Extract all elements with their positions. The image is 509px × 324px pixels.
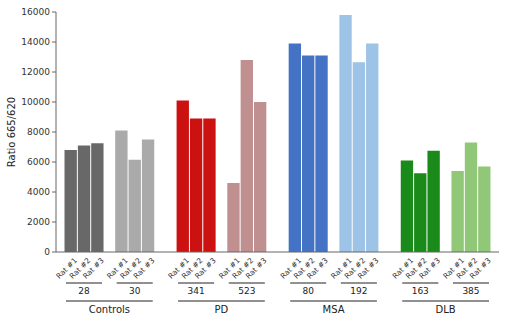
bar xyxy=(414,173,426,252)
group-label: 28 xyxy=(78,286,90,296)
y-tick xyxy=(52,12,56,13)
y-tick-label: 16000 xyxy=(21,7,50,17)
x-tick-label: Rat #3 xyxy=(132,256,157,281)
x-tick-label: Rat #3 xyxy=(468,256,493,281)
y-tick-label: 10000 xyxy=(21,97,50,107)
y-tick xyxy=(52,222,56,223)
category-bracket xyxy=(66,301,153,302)
group-bracket xyxy=(341,283,377,284)
group-bracket xyxy=(290,283,326,284)
category-bracket xyxy=(290,301,377,302)
bar xyxy=(227,183,239,252)
bar xyxy=(78,146,90,253)
bar xyxy=(115,131,127,253)
group-label: 341 xyxy=(188,286,205,296)
y-tick xyxy=(52,192,56,193)
x-tick-label: Rat #3 xyxy=(305,256,330,281)
bar xyxy=(302,56,314,253)
bar xyxy=(478,167,490,253)
bar xyxy=(289,44,301,253)
bar xyxy=(190,119,202,253)
category-bracket xyxy=(178,301,265,302)
bar xyxy=(401,161,413,253)
bar xyxy=(203,119,215,253)
y-tick-label: 12000 xyxy=(21,67,50,77)
y-axis-label: Ratio 665/620 xyxy=(6,97,17,167)
x-tick-label: Rat #3 xyxy=(356,256,381,281)
y-tick-label: 2000 xyxy=(27,217,50,227)
y-tick-label: 4000 xyxy=(27,187,50,197)
bar xyxy=(427,151,439,252)
bar xyxy=(142,140,154,253)
group-bracket xyxy=(178,283,214,284)
category-label: PD xyxy=(215,304,229,315)
category-label: Controls xyxy=(89,304,130,315)
y-tick-label: 0 xyxy=(44,247,50,257)
y-tick-label: 14000 xyxy=(21,37,50,47)
x-tick-label: Rat #3 xyxy=(81,256,106,281)
chart: 0 2000 4000 6000 8000 10000 12000 14000 16000 Rat… xyxy=(0,0,509,324)
bar xyxy=(353,62,365,252)
category-label: MSA xyxy=(323,304,345,315)
bar xyxy=(451,171,463,252)
bar xyxy=(315,56,327,253)
bar xyxy=(177,101,189,253)
group-label: 385 xyxy=(462,286,479,296)
x-axis-line xyxy=(56,252,499,253)
y-tick xyxy=(52,42,56,43)
group-label: 192 xyxy=(350,286,367,296)
x-tick-label: Rat #3 xyxy=(417,256,442,281)
group-label: 523 xyxy=(238,286,255,296)
group-label: 163 xyxy=(412,286,429,296)
y-tick xyxy=(52,132,56,133)
y-tick-label: 6000 xyxy=(27,157,50,167)
group-bracket xyxy=(453,283,489,284)
y-tick-label: 8000 xyxy=(27,127,50,137)
group-bracket xyxy=(117,283,153,284)
bar xyxy=(91,143,103,252)
x-tick-label: Rat #3 xyxy=(193,256,218,281)
bar xyxy=(65,150,77,252)
y-tick xyxy=(52,162,56,163)
bar xyxy=(241,60,253,252)
y-tick xyxy=(52,252,56,253)
y-tick xyxy=(52,72,56,73)
group-bracket xyxy=(402,283,438,284)
x-tick-label: Rat #3 xyxy=(244,256,269,281)
bar xyxy=(254,102,266,252)
group-label: 30 xyxy=(129,286,141,296)
bar xyxy=(339,15,351,252)
category-bracket xyxy=(402,301,489,302)
group-bracket xyxy=(66,283,102,284)
bar xyxy=(129,160,141,252)
group-label: 80 xyxy=(302,286,314,296)
y-tick xyxy=(52,102,56,103)
category-label: DLB xyxy=(436,304,456,315)
bar xyxy=(366,44,378,253)
group-bracket xyxy=(229,283,265,284)
bar xyxy=(465,143,477,253)
